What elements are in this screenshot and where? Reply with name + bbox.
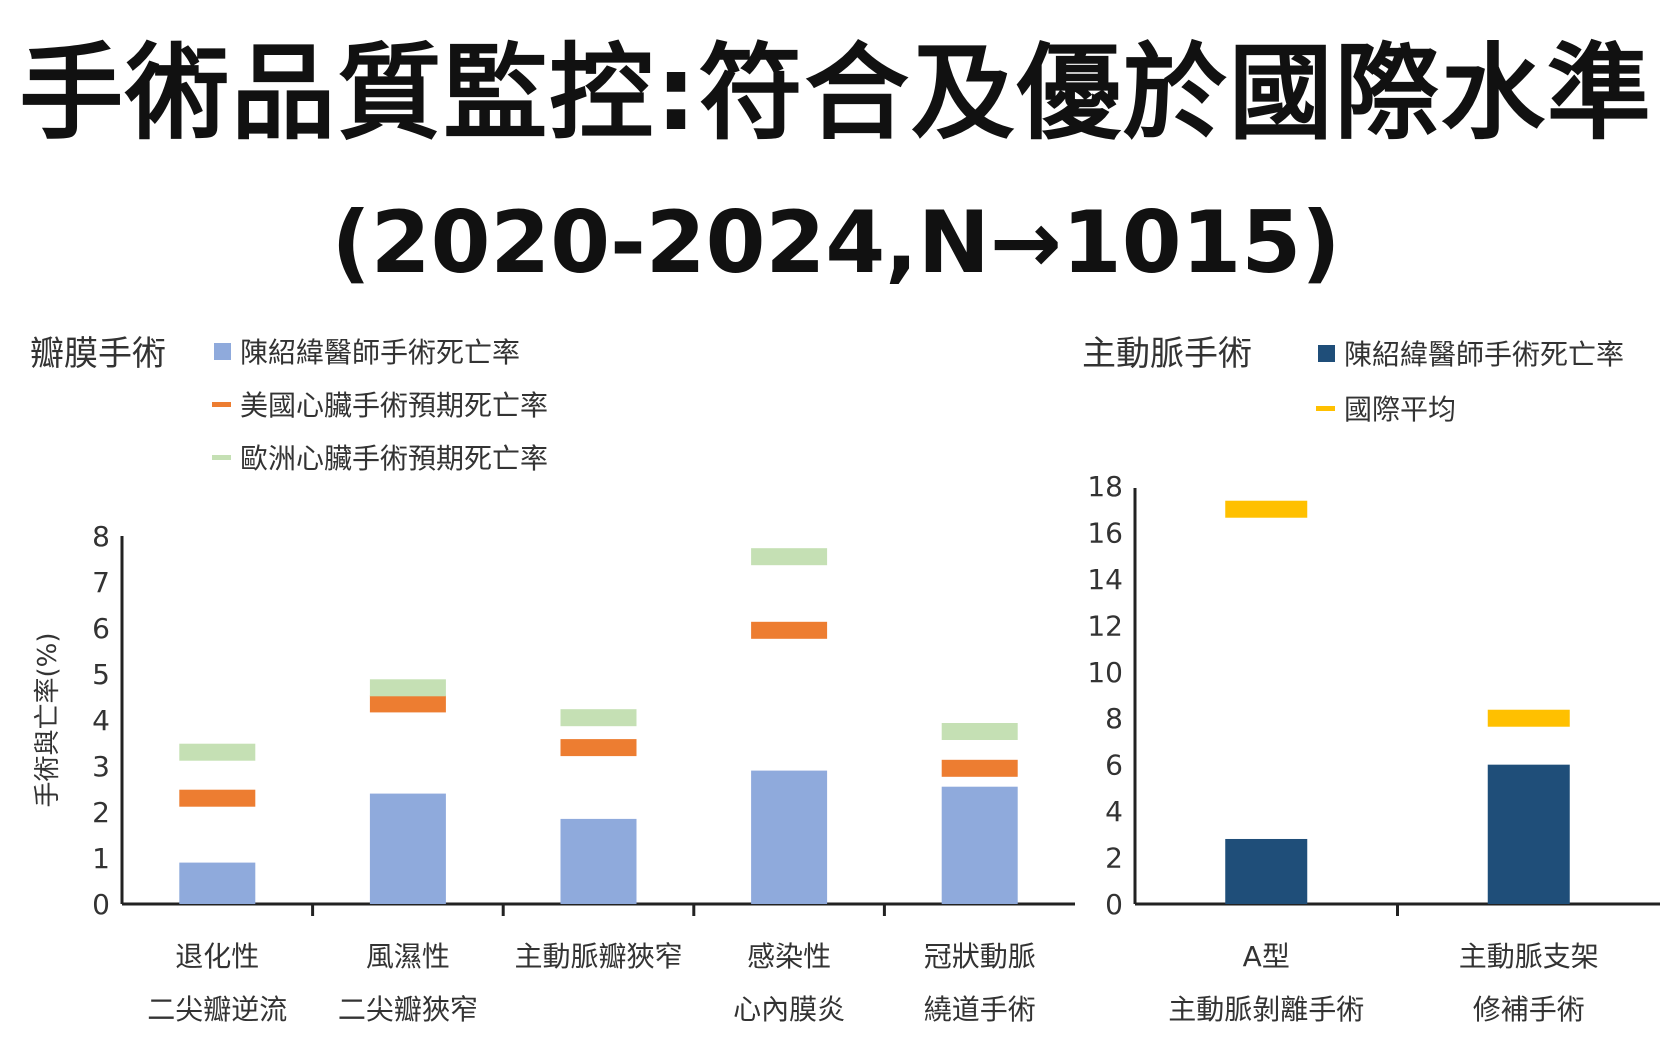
legend-label-us-expected: 美國心臟手術預期死亡率 — [240, 389, 548, 422]
page-subtitle: (2020-2024,N→1015) — [331, 193, 1341, 293]
marker-美國心臟手術預期死亡率 — [369, 695, 446, 713]
x-category-label: 心內膜炎 — [733, 993, 845, 1026]
x-category-label: 風濕性 — [366, 940, 450, 973]
marker-歐洲心臟手術預期死亡率 — [560, 709, 637, 727]
x-category-label: A型 — [1243, 940, 1290, 973]
x-category-label: 感染性 — [747, 940, 831, 973]
x-category-label: 冠狀動脈 — [924, 940, 1036, 973]
y-tick-label: 3 — [92, 750, 110, 783]
bar-surgeon-aortic — [1487, 764, 1570, 904]
y-tick-label: 1 — [92, 842, 110, 875]
legend-label-surgeon-aortic: 陳紹緯醫師手術死亡率 — [1344, 338, 1624, 371]
marker-美國心臟手術預期死亡率 — [941, 759, 1018, 777]
y-tick-label: 4 — [92, 704, 110, 737]
y-tick-label: 2 — [1105, 842, 1123, 875]
bar-surgeon-valve — [560, 818, 637, 904]
legend-swatch-us-expected — [212, 402, 231, 407]
y-tick-label: 8 — [92, 520, 110, 553]
marker-美國心臟手術預期死亡率 — [751, 621, 828, 639]
y-tick-label: 16 — [1087, 516, 1123, 549]
y-tick-label: 6 — [1105, 749, 1123, 782]
y-tick-label: 6 — [92, 612, 110, 645]
legend-swatch-surgeon-aortic — [1318, 345, 1335, 362]
legend-swatch-surgeon-valve — [214, 343, 231, 360]
valve-y-axis-label: 手術與亡率(%) — [33, 633, 63, 808]
page-title: 手術品質監控:符合及優於國際水準 — [19, 32, 1653, 154]
aortic-chart-title: 主動脈手術 — [1082, 334, 1252, 374]
legend-swatch-intl-average — [1316, 406, 1335, 411]
marker-美國心臟手術預期死亡率 — [179, 789, 256, 807]
x-category-label: 主動脈瓣狹窄 — [514, 940, 682, 973]
x-category-label: 繞道手術 — [924, 993, 1036, 1026]
legend-swatch-eu-expected — [212, 455, 231, 460]
x-category-label: 修補手術 — [1473, 993, 1585, 1026]
valve-chart-title: 瓣膜手術 — [30, 334, 166, 374]
marker-歐洲心臟手術預期死亡率 — [941, 723, 1018, 740]
x-category-label: 二尖瓣狹窄 — [338, 993, 478, 1026]
x-category-label: 二尖瓣逆流 — [147, 993, 287, 1026]
marker-國際平均 — [1225, 500, 1308, 518]
y-tick-label: 0 — [92, 888, 110, 921]
legend-label-surgeon-valve: 陳紹緯醫師手術死亡率 — [240, 336, 520, 369]
marker-美國心臟手術預期死亡率 — [560, 739, 637, 757]
x-category-label: 主動脈支架 — [1459, 940, 1599, 973]
bar-surgeon-valve — [941, 786, 1018, 904]
y-tick-label: 10 — [1087, 656, 1123, 689]
y-tick-label: 2 — [92, 796, 110, 829]
y-tick-label: 4 — [1105, 795, 1123, 828]
bar-surgeon-valve — [751, 770, 828, 904]
y-tick-label: 14 — [1087, 563, 1123, 596]
marker-歐洲心臟手術預期死亡率 — [369, 679, 446, 697]
marker-國際平均 — [1487, 709, 1570, 727]
y-tick-label: 5 — [92, 658, 110, 691]
marker-歐洲心臟手術預期死亡率 — [179, 743, 256, 761]
bar-surgeon-valve — [179, 862, 256, 904]
marker-歐洲心臟手術預期死亡率 — [751, 548, 828, 566]
x-category-label: 退化性 — [175, 940, 259, 973]
bar-surgeon-aortic — [1225, 838, 1308, 904]
y-tick-label: 0 — [1105, 888, 1123, 921]
x-category-label: 主動脈剝離手術 — [1168, 993, 1364, 1026]
y-tick-label: 7 — [92, 566, 110, 599]
y-tick-label: 18 — [1087, 470, 1123, 503]
legend-label-eu-expected: 歐洲心臟手術預期死亡率 — [240, 442, 548, 475]
bar-surgeon-valve — [369, 793, 446, 904]
y-tick-label: 12 — [1087, 609, 1123, 642]
legend-label-intl-average: 國際平均 — [1344, 393, 1456, 426]
y-tick-label: 8 — [1105, 702, 1123, 735]
